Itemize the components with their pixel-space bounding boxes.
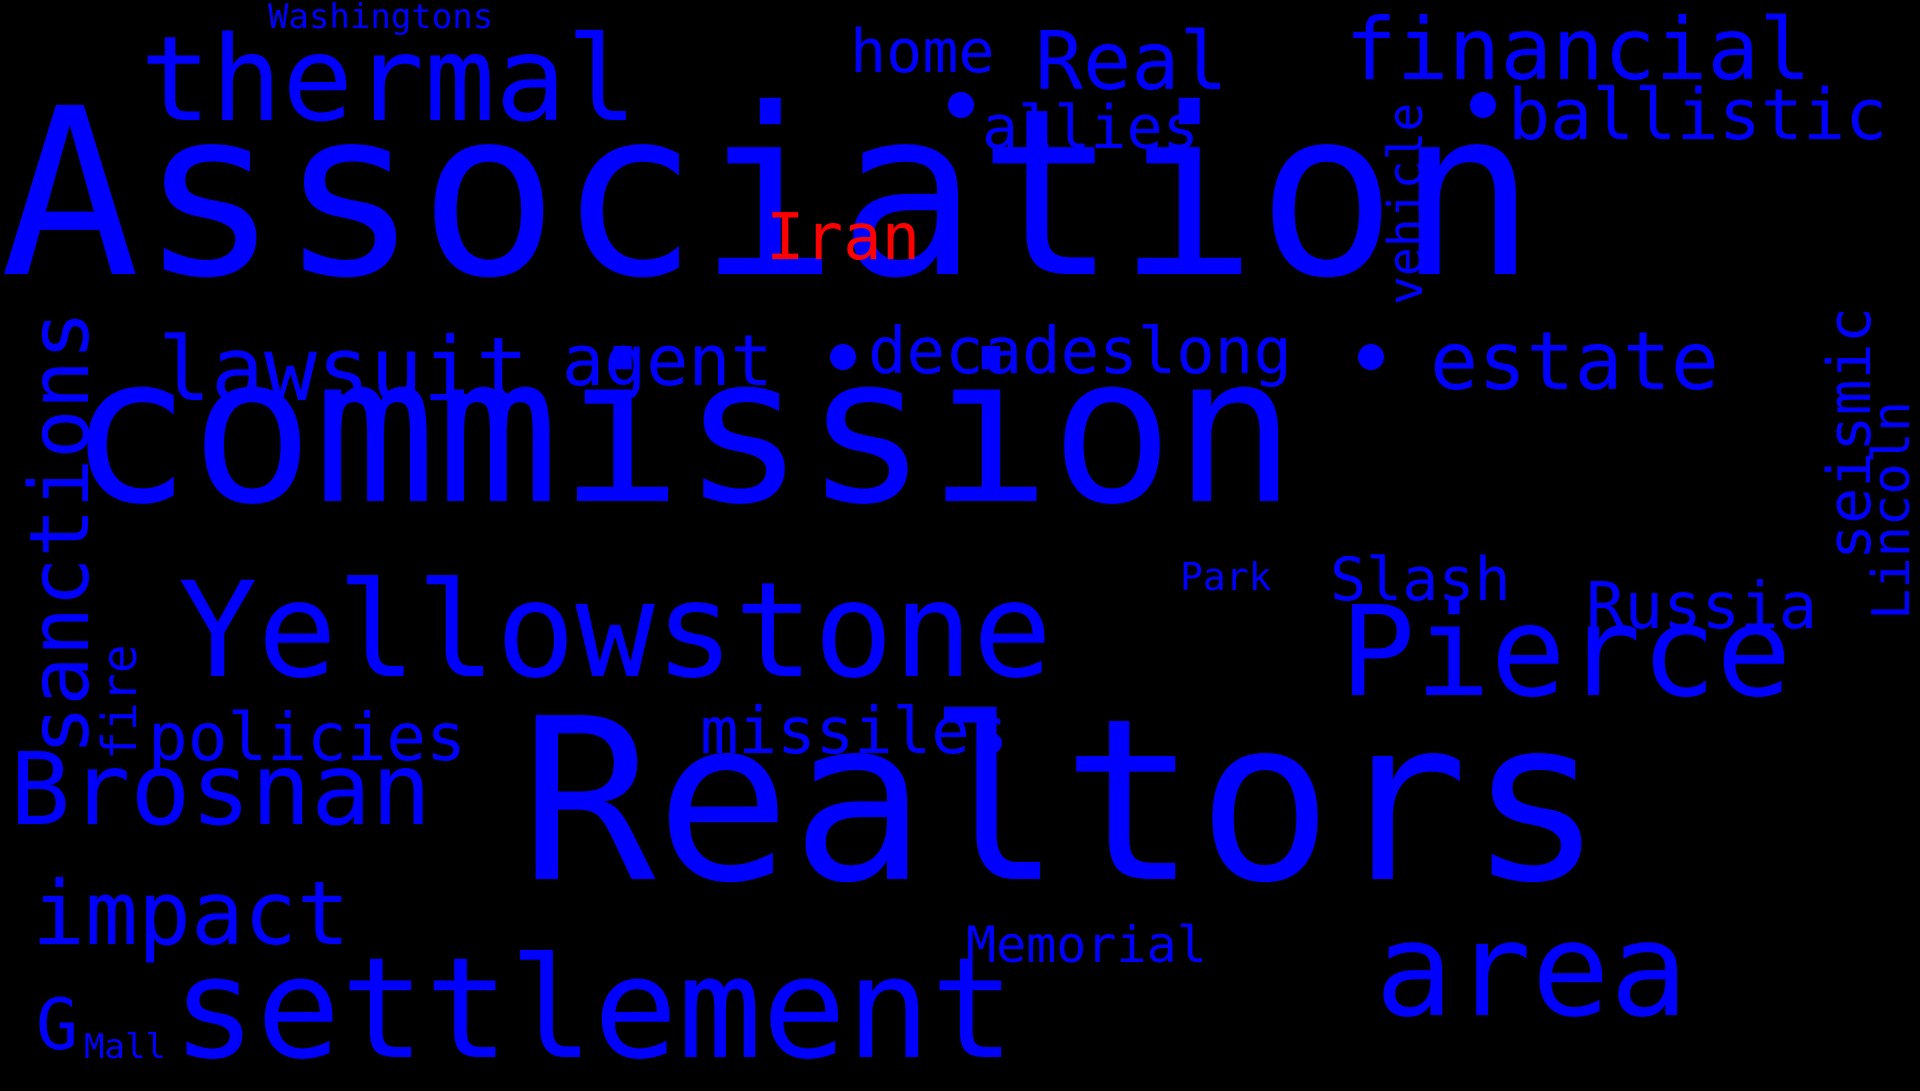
- word-lawsuit: lawsuit: [158, 318, 529, 421]
- word-lincoln: Lincoln: [1862, 400, 1920, 620]
- word-vehicle: vehicle: [1378, 102, 1434, 305]
- word-iran: Iran: [766, 201, 921, 275]
- word-realtors: Realtors: [520, 671, 1604, 933]
- word-home: home: [850, 17, 995, 87]
- word-park: Park: [1180, 555, 1272, 599]
- word-area: area: [1375, 894, 1689, 1046]
- word-thermal: thermal: [140, 10, 638, 148]
- word-decadeslong: decadeslong: [868, 315, 1292, 389]
- word-russia: Russia: [1586, 570, 1818, 644]
- word-yellowstone: Yellowstone: [178, 554, 1053, 708]
- word-settlement: settlement: [172, 928, 1015, 1091]
- word-agent: agent: [562, 320, 773, 402]
- word-sanctions: sanctions: [13, 310, 108, 755]
- word-allies: allies: [982, 93, 1199, 163]
- word-estate: estate: [1430, 315, 1719, 408]
- word-impact: impact: [32, 862, 350, 965]
- word-mall: Mall: [84, 1027, 166, 1067]
- bullet-dot: [830, 344, 856, 370]
- word-brosnan: Brosnan: [10, 731, 432, 848]
- word-association: Association: [0, 59, 1537, 329]
- word-missiles: missiles: [700, 695, 1009, 769]
- word-commission: commission: [68, 313, 1297, 550]
- word-financial: financial: [1345, 0, 1811, 100]
- bullet-dot: [1358, 344, 1384, 370]
- word-memorial: Memorial: [966, 916, 1207, 974]
- word-g: G: [36, 984, 79, 1066]
- word-policies: policies: [148, 699, 466, 776]
- word-real: Real: [1035, 15, 1228, 108]
- bullet-dot: [1470, 92, 1496, 118]
- word-slash: Slash: [1330, 545, 1511, 615]
- word-fire: fire: [92, 644, 148, 760]
- bullet-dot: [948, 92, 974, 118]
- word-ballistic: ballistic: [1508, 74, 1888, 156]
- word-washingtons: Washingtons: [268, 0, 494, 37]
- word-pierce: Pierce: [1340, 580, 1792, 725]
